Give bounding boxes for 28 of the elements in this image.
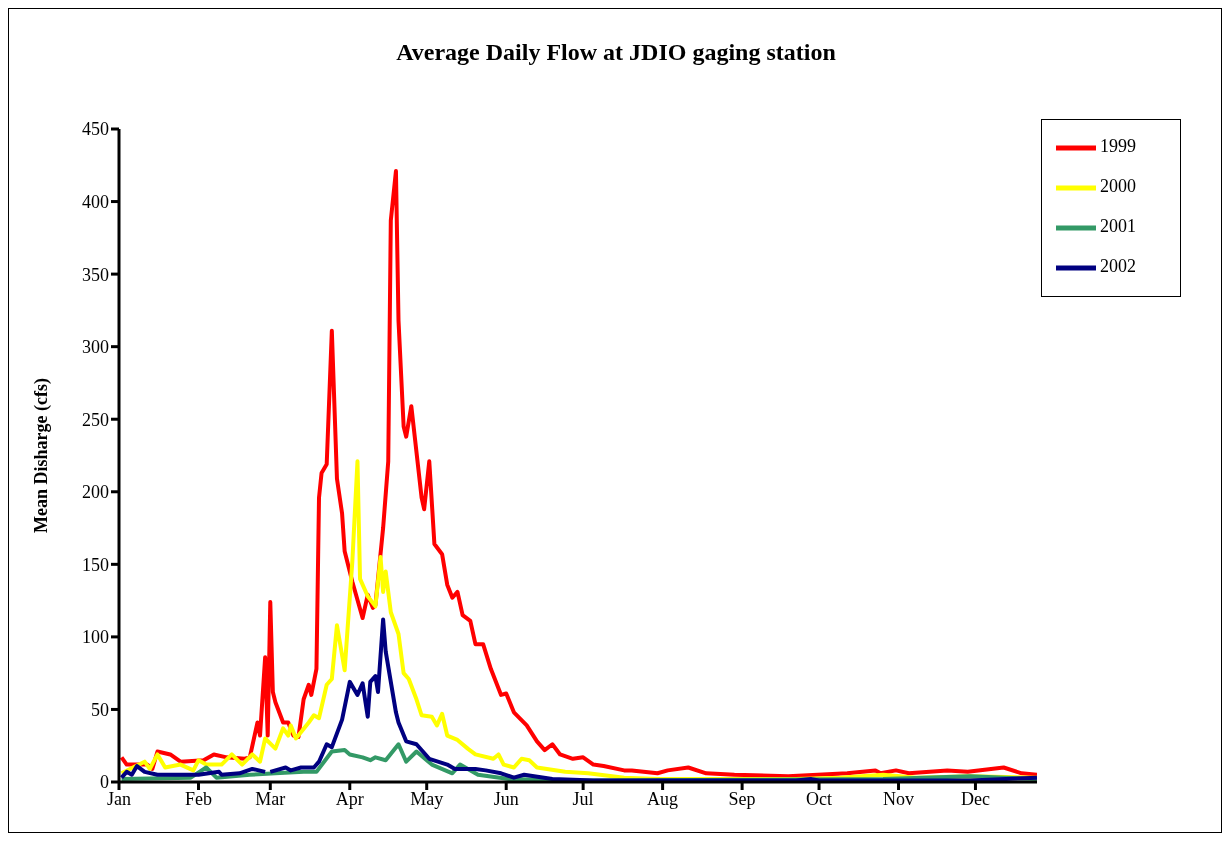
y-tick-label: 400 xyxy=(82,191,109,212)
x-tick-label: Nov xyxy=(883,788,915,809)
chart-title: Average Daily Flow at JDIO gaging station xyxy=(395,39,837,66)
legend-label: 1999 xyxy=(1100,136,1136,157)
legend-label: 2001 xyxy=(1100,216,1136,237)
x-tick-label: Aug xyxy=(647,788,679,809)
y-tick-label: 250 xyxy=(82,409,109,430)
x-tick-label: Mar xyxy=(255,788,286,809)
y-tick-label: 450 xyxy=(82,119,109,140)
legend-label: 2000 xyxy=(1100,176,1136,197)
y-tick-label: 0 xyxy=(100,772,109,793)
x-tick-label: Sep xyxy=(728,788,756,809)
x-tick-label: Jan xyxy=(107,788,131,809)
x-tick-label: May xyxy=(410,788,444,809)
y-tick-label: 100 xyxy=(82,627,109,648)
x-tick-label: Jul xyxy=(572,788,594,809)
x-tick-label: Dec xyxy=(960,788,990,809)
y-tick-label: 50 xyxy=(91,699,109,720)
y-tick-label: 350 xyxy=(82,264,109,285)
legend-label: 2002 xyxy=(1100,256,1136,277)
y-axis-title: Mean Disharge (cfs) xyxy=(31,378,53,533)
x-tick-label: Apr xyxy=(335,788,364,809)
x-tick-label: Feb xyxy=(184,788,212,809)
y-tick-label: 300 xyxy=(82,337,109,358)
x-tick-label: Jun xyxy=(493,788,519,809)
y-tick-label: 200 xyxy=(82,482,109,503)
x-tick-label: Oct xyxy=(806,788,833,809)
y-tick-label: 150 xyxy=(82,554,109,575)
